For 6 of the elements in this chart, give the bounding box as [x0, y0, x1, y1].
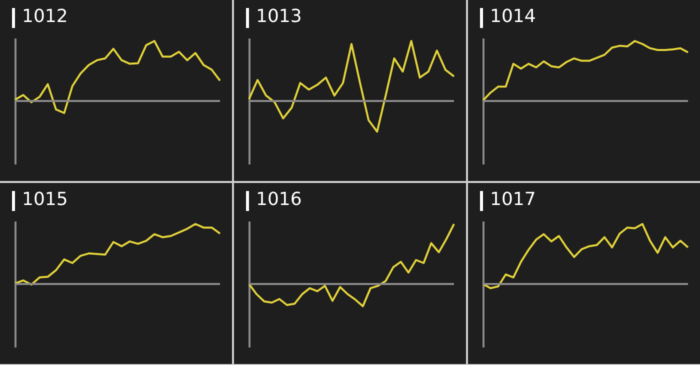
chart-title: 1016	[256, 189, 302, 210]
chart-title: 1013	[256, 6, 302, 27]
chart-title: 1014	[490, 6, 536, 27]
chart-title: 1015	[22, 189, 68, 210]
chart-title: 1012	[22, 6, 68, 27]
chart-title: 1017	[490, 189, 536, 210]
